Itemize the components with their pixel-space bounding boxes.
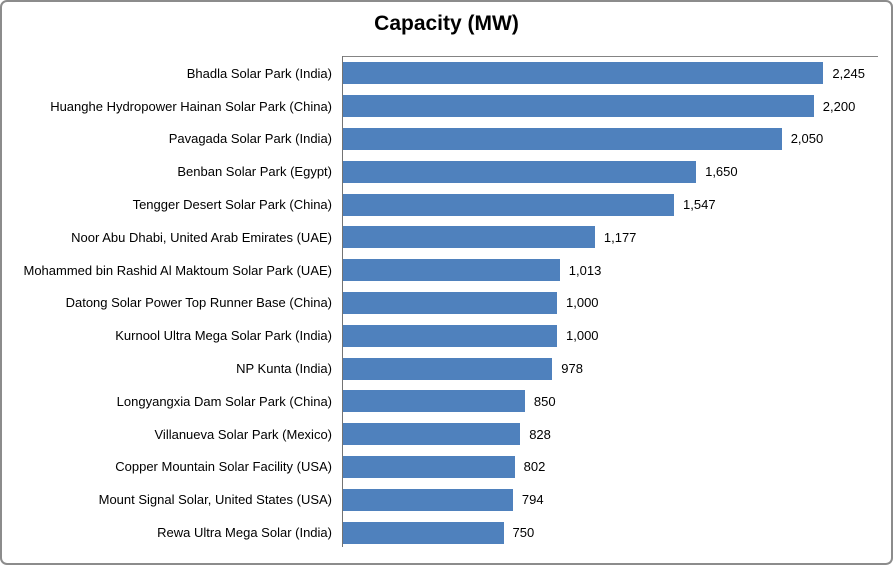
category-axis-line [342, 56, 343, 547]
bar-track: 2,245 [343, 57, 878, 90]
bar-row: Mount Signal Solar, United States (USA) … [2, 483, 878, 516]
bar-track: 978 [343, 352, 878, 385]
bar [343, 357, 553, 380]
bar-track: 802 [343, 451, 878, 484]
value-label: 794 [521, 492, 544, 508]
bar-track: 750 [343, 516, 878, 549]
bar-row: Longyangxia Dam Solar Park (China) 850 [2, 385, 878, 418]
bar [343, 488, 513, 511]
bar [343, 291, 557, 314]
bar [343, 127, 782, 150]
bar-track: 2,200 [343, 90, 878, 123]
bar-track: 1,177 [343, 221, 878, 254]
category-label: Villanueva Solar Park (Mexico) [154, 426, 333, 442]
value-label: 1,000 [566, 295, 599, 311]
bar [343, 259, 560, 282]
bar [343, 390, 525, 413]
bar [343, 193, 675, 216]
bar-row: Benban Solar Park (Egypt) 1,650 [2, 155, 878, 188]
value-label: 2,245 [832, 65, 865, 81]
bar-track: 828 [343, 418, 878, 451]
value-label: 802 [523, 459, 546, 475]
bar-track: 794 [343, 483, 878, 516]
category-label: Noor Abu Dhabi, United Arab Emirates (UA… [71, 229, 332, 245]
category-label: Huanghe Hydropower Hainan Solar Park (Ch… [50, 98, 332, 114]
bar [343, 455, 515, 478]
chart-title: Capacity (MW) [374, 12, 519, 35]
category-label: Tengger Desert Solar Park (China) [132, 197, 332, 213]
category-label: Pavagada Solar Park (India) [168, 131, 332, 147]
bar-row: Datong Solar Power Top Runner Base (Chin… [2, 287, 878, 320]
category-label: Mohammed bin Rashid Al Maktoum Solar Par… [23, 262, 332, 278]
bar-row: Pavagada Solar Park (India) 2,050 [2, 123, 878, 156]
bar-track: 850 [343, 385, 878, 418]
bar-track: 2,050 [343, 123, 878, 156]
category-label: Longyangxia Dam Solar Park (China) [116, 393, 332, 409]
value-label: 1,547 [683, 197, 716, 213]
value-label: 2,200 [822, 98, 856, 114]
value-label: 828 [529, 426, 551, 442]
bar-row: Bhadla Solar Park (India) 2,245 [2, 57, 878, 90]
bar-track: 1,000 [343, 287, 878, 320]
category-label: Kurnool Ultra Mega Solar Park (India) [115, 328, 332, 344]
category-label: NP Kunta (India) [236, 361, 332, 377]
category-label: Bhadla Solar Park (India) [186, 65, 332, 81]
bar [343, 226, 595, 249]
bar-track: 1,013 [343, 254, 878, 287]
value-label: 1,650 [705, 164, 738, 180]
bar-row: Villanueva Solar Park (Mexico) 828 [2, 418, 878, 451]
value-label: 1,000 [566, 328, 599, 344]
value-label: 2,050 [790, 131, 824, 147]
category-label: Datong Solar Power Top Runner Base (Chin… [65, 295, 332, 311]
bar [343, 160, 697, 183]
bar [343, 62, 824, 85]
bar-row: Mohammed bin Rashid Al Maktoum Solar Par… [2, 254, 878, 287]
bar-row: Kurnool Ultra Mega Solar Park (India) 1,… [2, 319, 878, 352]
value-label: 850 [533, 393, 556, 409]
bar [343, 95, 814, 118]
category-label: Copper Mountain Solar Facility (USA) [115, 459, 332, 475]
value-label: 978 [561, 361, 583, 377]
bar [343, 521, 504, 544]
bar-row: Tengger Desert Solar Park (China) 1,547 [2, 188, 878, 221]
value-label: 1,177 [603, 229, 637, 245]
bar [343, 423, 521, 446]
value-axis-line [342, 56, 878, 57]
bar-track: 1,650 [343, 155, 878, 188]
value-label: 1,013 [568, 262, 602, 278]
category-label: Rewa Ultra Mega Solar (India) [157, 525, 332, 541]
bar-row: NP Kunta (India) 978 [2, 352, 878, 385]
bar-track: 1,547 [343, 188, 878, 221]
bar-row: Huanghe Hydropower Hainan Solar Park (Ch… [2, 90, 878, 123]
category-label: Benban Solar Park (Egypt) [177, 164, 332, 180]
bar-track: 1,000 [343, 319, 878, 352]
bar [343, 324, 557, 347]
bar-row: Noor Abu Dhabi, United Arab Emirates (UA… [2, 221, 878, 254]
bar-row: Rewa Ultra Mega Solar (India) 750 [2, 516, 878, 549]
value-label: 750 [512, 525, 535, 541]
category-label: Mount Signal Solar, United States (USA) [98, 492, 332, 508]
bar-row: Copper Mountain Solar Facility (USA) 802 [2, 451, 878, 484]
bar-rows: Bhadla Solar Park (India) 2,245 Huanghe … [2, 57, 878, 549]
